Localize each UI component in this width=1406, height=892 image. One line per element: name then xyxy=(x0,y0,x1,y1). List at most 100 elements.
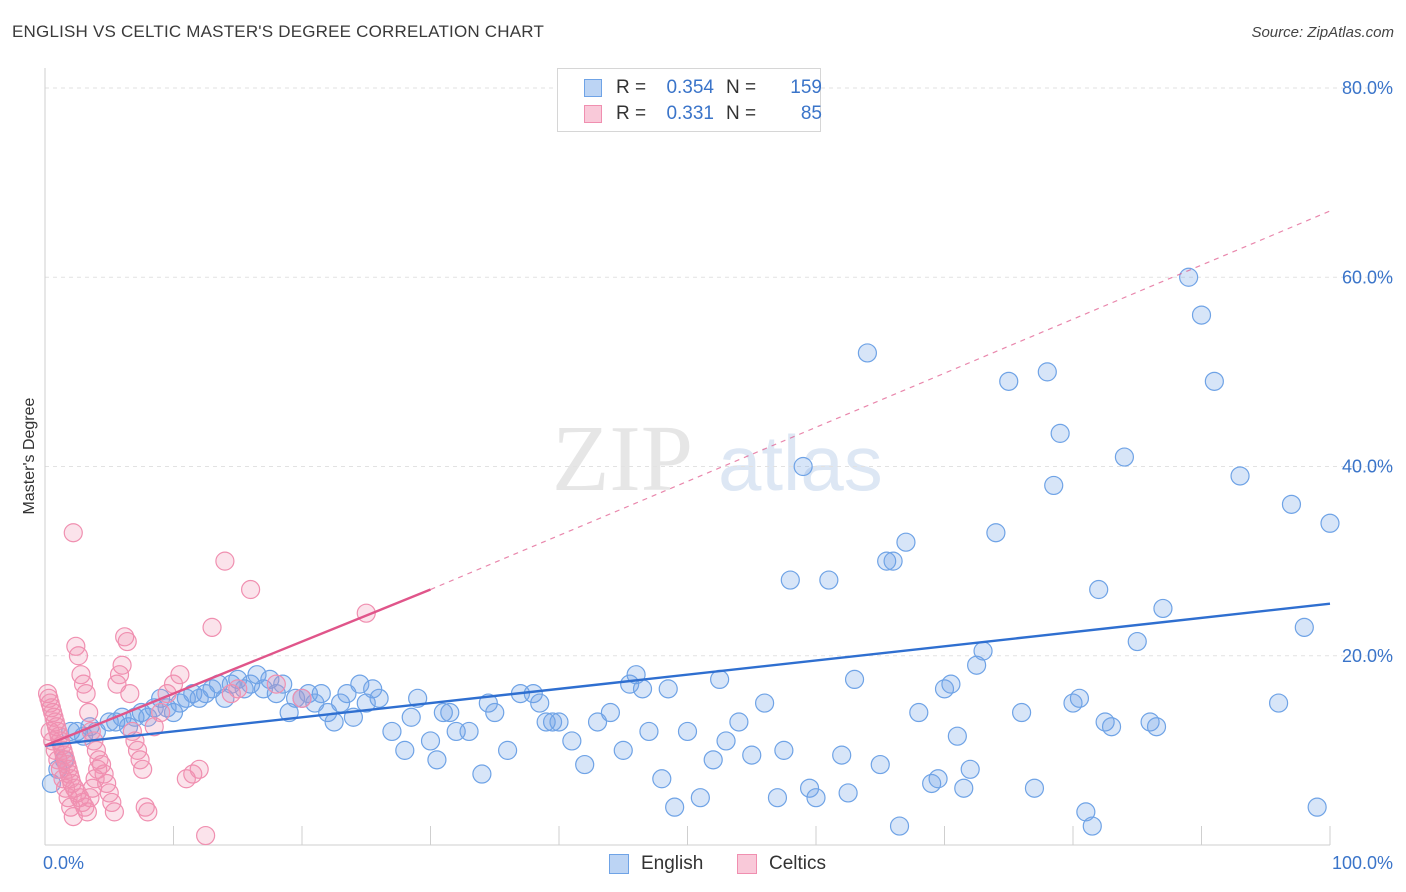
data-point-english xyxy=(806,788,826,808)
y-tick-label: 40.0% xyxy=(1342,457,1393,477)
legend-r-label: R = xyxy=(616,77,647,98)
data-point-english xyxy=(703,750,723,770)
legend-n-value: 159 xyxy=(790,77,822,98)
data-point-english xyxy=(1320,513,1340,533)
grid-lines xyxy=(45,87,1392,657)
data-point-english xyxy=(1089,579,1109,600)
data-point-celtics xyxy=(144,717,164,737)
series-english xyxy=(41,267,1340,836)
data-point-english xyxy=(1082,816,1102,836)
data-point-english xyxy=(716,731,736,751)
data-point-celtics xyxy=(76,683,96,704)
data-point-english xyxy=(1204,371,1224,391)
data-point-english xyxy=(337,683,357,704)
data-point-english xyxy=(382,721,402,742)
data-point-english xyxy=(658,679,678,699)
data-point-celtics xyxy=(215,551,235,571)
data-point-english xyxy=(363,679,383,699)
data-point-english xyxy=(1069,688,1090,708)
data-point-english xyxy=(1191,305,1212,325)
trend-extension-celtics xyxy=(430,210,1331,591)
y-axis-label: Master's Degree xyxy=(21,397,38,514)
data-point-celtics xyxy=(63,807,83,827)
data-point-english xyxy=(909,702,929,723)
data-point-english xyxy=(710,669,730,690)
data-point-english xyxy=(369,688,389,708)
data-point-english xyxy=(652,769,672,789)
data-point-english xyxy=(799,778,820,798)
data-point-english xyxy=(350,674,370,694)
data-point-celtics xyxy=(292,688,312,708)
data-point-english xyxy=(632,679,653,699)
data-point-english xyxy=(478,693,498,713)
trend-line-english xyxy=(44,602,1331,747)
data-point-celtics xyxy=(117,631,137,652)
data-point-english xyxy=(1268,693,1289,713)
data-point-english xyxy=(870,754,890,775)
data-point-english xyxy=(1281,494,1302,514)
data-point-english xyxy=(395,740,415,760)
data-point-english xyxy=(960,759,980,779)
x-tick-label: 100.0% xyxy=(1332,853,1393,873)
data-point-english xyxy=(1307,797,1327,817)
watermark-zip: ZIP xyxy=(552,407,693,511)
data-point-english xyxy=(1179,267,1199,287)
data-point-celtics xyxy=(151,702,171,723)
data-point-english xyxy=(613,740,633,760)
y-tick-label: 60.0% xyxy=(1342,267,1393,287)
data-point-english xyxy=(780,570,800,590)
data-point-english xyxy=(1050,423,1070,443)
data-point-english xyxy=(1037,362,1057,382)
data-point-english xyxy=(819,570,839,590)
data-point-english xyxy=(530,693,550,713)
data-point-english xyxy=(1024,778,1045,798)
legend-swatch-celtics xyxy=(584,105,602,123)
data-point-celtics xyxy=(196,825,216,846)
data-point-english xyxy=(857,343,878,363)
data-point-english xyxy=(498,740,518,760)
data-point-english xyxy=(973,641,993,661)
data-point-english xyxy=(1294,617,1314,637)
data-point-english xyxy=(1011,702,1032,723)
data-point-english xyxy=(587,712,608,732)
data-point-english xyxy=(600,702,621,723)
data-point-english xyxy=(754,693,775,713)
source-label: Source: ZipAtlas.com xyxy=(1251,24,1394,41)
data-point-english xyxy=(241,674,261,694)
data-point-english xyxy=(883,551,903,571)
stats-legend: R = 0.354 N = 159 R = 0.331 N = 85 xyxy=(557,68,822,132)
data-point-celtics xyxy=(120,683,140,704)
data-point-english xyxy=(253,679,274,699)
data-point-english xyxy=(774,740,794,760)
bottom-legend-label-celtics: Celtics xyxy=(769,853,827,874)
trend-line-celtics xyxy=(44,588,431,747)
bottom-legend-swatch-celtics xyxy=(737,854,757,874)
data-point-english xyxy=(844,669,865,690)
data-point-english xyxy=(401,707,421,727)
legend-n-value: 85 xyxy=(800,103,822,124)
data-point-english xyxy=(273,674,293,694)
data-point-english xyxy=(1101,717,1122,737)
data-point-english xyxy=(1153,598,1173,619)
data-point-english xyxy=(832,745,852,765)
data-point-english xyxy=(433,702,453,723)
data-point-english xyxy=(729,712,749,732)
data-point-english xyxy=(562,731,582,751)
legend-r-value: 0.354 xyxy=(666,77,714,98)
data-point-english xyxy=(941,674,961,694)
data-point-english xyxy=(1146,717,1167,737)
data-point-english xyxy=(954,778,974,798)
data-point-english xyxy=(427,750,447,770)
data-point-english xyxy=(767,788,788,808)
bottom-legend-label-english: English xyxy=(641,853,704,874)
data-point-celtics xyxy=(228,679,248,699)
data-point-english xyxy=(967,655,987,675)
data-point-english xyxy=(247,665,267,685)
data-point-english xyxy=(690,788,710,808)
data-point-celtics xyxy=(170,665,190,685)
data-point-english xyxy=(285,688,306,708)
data-point-english xyxy=(356,693,376,713)
data-point-english xyxy=(138,707,158,727)
data-point-english xyxy=(324,712,344,732)
